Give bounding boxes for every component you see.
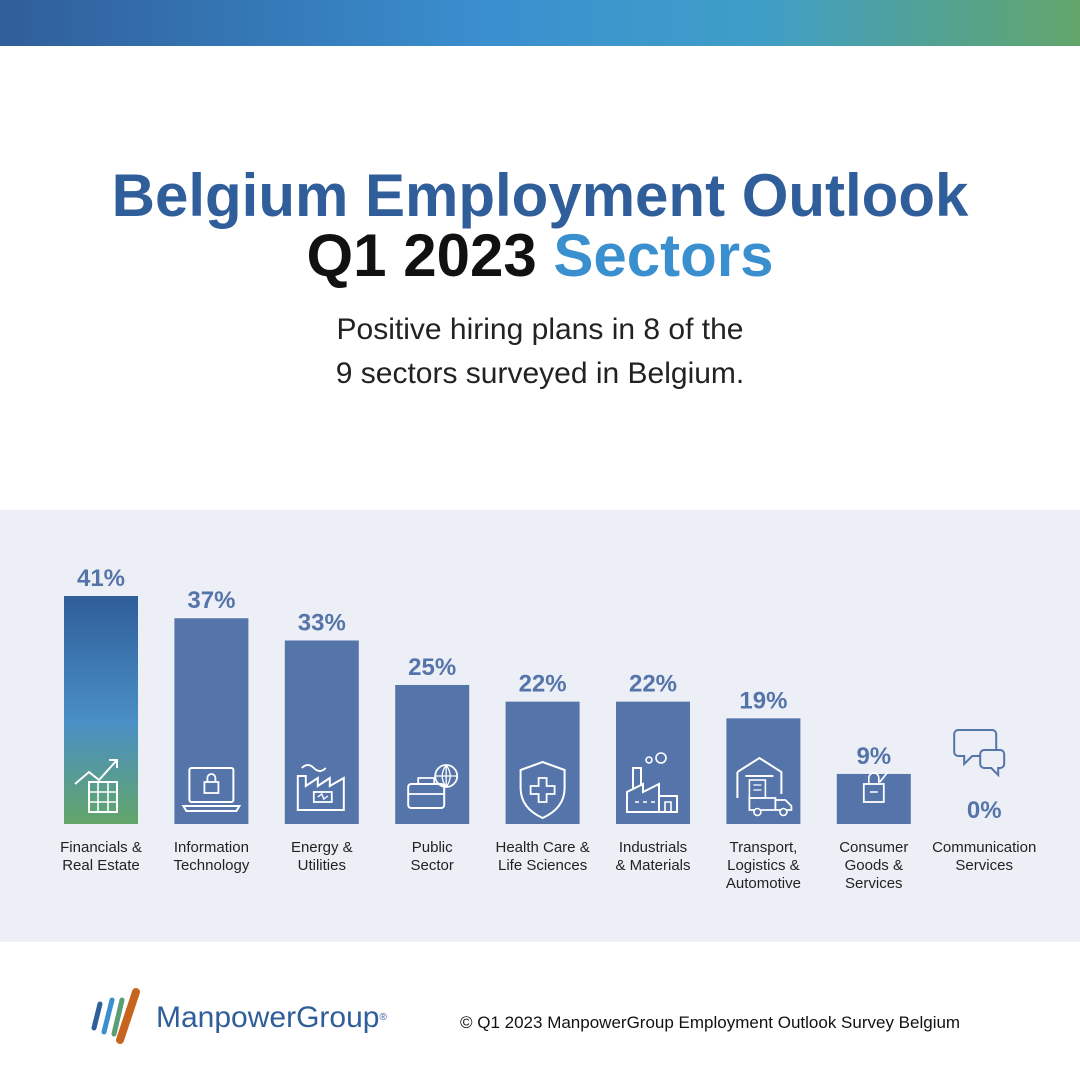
registered-mark: ® [379,1012,387,1023]
category-label: Transport, [729,839,797,856]
icon-stroke [407,783,446,809]
category-label: Real Estate [62,857,140,874]
icon-stroke [301,764,327,772]
category-label: Energy & [291,839,353,856]
value-label: 25% [408,654,456,681]
icon-stroke [753,807,762,817]
category-label: Goods & [845,857,903,874]
subtitle: Positive hiring plans in 8 of the 9 sect… [0,308,1080,396]
icon-stroke [317,792,329,801]
icon-stroke [632,767,642,788]
category-label: Public [412,839,453,856]
value-label: 41% [77,565,125,592]
icon-stroke [519,760,566,820]
icon-stroke [296,775,345,811]
bar [64,596,138,824]
manpowergroup-logo-icon [91,988,140,1044]
growth-chart-icon [74,759,118,813]
page-title: Belgium Employment Outlook [111,162,969,229]
icon-stroke [645,756,653,764]
speech-bubbles-icon [953,729,1006,778]
category-label: Information [174,839,249,856]
warehouse-truck-icon [736,756,793,817]
icon-stroke [408,777,445,795]
icon-stroke [655,752,667,764]
icon-stroke [626,782,678,813]
value-label: 33% [298,609,346,636]
shield-cross-icon [519,760,566,820]
top-gradient-bar [0,0,1080,46]
bar [836,773,911,824]
icon-stroke [435,764,458,788]
icon-stroke [736,756,783,798]
bar-group: 33% Energy &Utilities [284,609,359,874]
copyright-text: © Q1 2023 ManpowerGroup Employment Outlo… [460,1013,961,1032]
category-label: Sector [411,857,454,874]
shopping-bag-icon [862,771,889,803]
brand-text: ManpowerGroup [156,1001,380,1034]
icon-stroke [862,783,885,803]
bar-group: 22% Health Care &Life Sciences [495,671,589,874]
category-label: Financials & [60,839,142,856]
bar [284,640,359,824]
icon-stroke [188,767,235,803]
laptop-lock-icon [181,767,242,812]
icon-stroke [779,807,788,817]
value-label: 19% [739,687,787,714]
category-label: Services [845,875,903,892]
bar-group: 19% Transport,Logistics &Automotive [726,687,801,892]
category-label: Industrials [619,839,687,856]
category-label: Services [955,857,1013,874]
bar [174,618,249,824]
factory-battery-icon [296,764,345,811]
bar [395,684,470,824]
category-label: Communication [932,839,1036,856]
subtitle-line-1: Positive hiring plans in 8 of the [336,313,744,346]
icon-stroke [74,759,118,785]
page-title-line2: Q1 2023 Sectors [0,224,1080,288]
category-label: Utilities [298,857,346,874]
bar-group: 22% Industrials& Materials [615,671,690,874]
category-label: & Materials [615,857,690,874]
value-label: 9% [856,743,891,770]
category-label: Life Sciences [498,857,587,874]
icon-stroke [312,791,333,803]
category-label: Health Care & [495,839,589,856]
title-quarter: Q1 2023 [306,222,537,289]
briefcase-globe-icon [407,764,459,809]
category-label: Logistics & [727,857,800,874]
factory-icon [626,752,678,813]
brand-name: ManpowerGroup® [156,1000,387,1036]
bar-group: 41% Financials &Real Estate [60,565,142,874]
value-label: 22% [629,671,677,698]
value-label: 22% [519,671,567,698]
icon-stroke [879,771,889,783]
title-sectors: Sectors [553,222,774,289]
icon-stroke [635,801,672,812]
icon-stroke [181,805,242,812]
category-label: Consumer [839,839,908,856]
icon-stroke [868,772,880,793]
value-label: 0% [967,797,1002,824]
icon-stroke [206,773,217,782]
icon-stroke [979,749,1006,778]
subtitle-line-2: 9 sectors surveyed in Belgium. [335,357,745,390]
icon-stroke [88,781,118,813]
icon-stroke [109,759,118,768]
category-label: Automotive [726,875,801,892]
sector-bar-chart: 41% Financials &Real Estate 37% Information… [60,565,1036,892]
value-label: 37% [187,587,235,614]
icon-stroke [753,784,762,791]
icon-stroke [529,777,556,803]
category-label: Technology [173,857,249,874]
icon-stroke [203,781,220,794]
icon-stroke [89,782,117,812]
